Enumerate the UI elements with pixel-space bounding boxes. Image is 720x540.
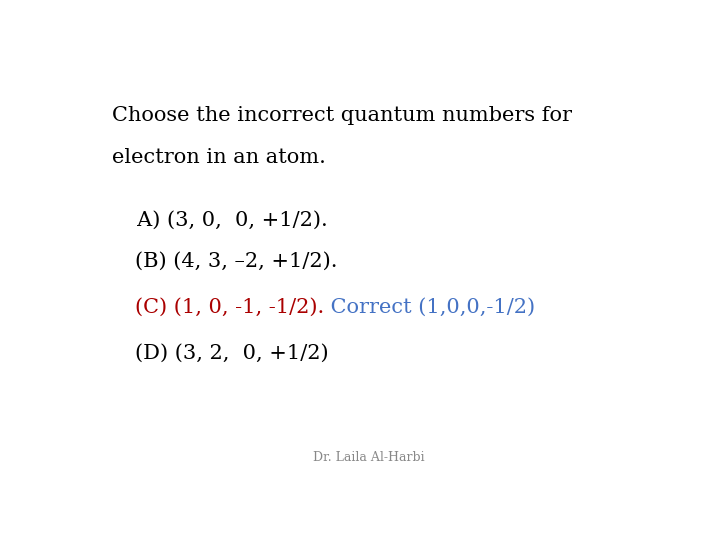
Text: electron in an atom.: electron in an atom. (112, 148, 326, 167)
Text: Dr. Laila Al-Harbi: Dr. Laila Al-Harbi (313, 451, 425, 464)
Text: Choose the incorrect quantum numbers for: Choose the incorrect quantum numbers for (112, 106, 572, 125)
Text: (D) (3, 2,  0, +1/2): (D) (3, 2, 0, +1/2) (135, 343, 328, 362)
Text: A) (3, 0,  0, +1/2).: A) (3, 0, 0, +1/2). (135, 210, 328, 230)
Text: Correct (1,0,0,-1/2): Correct (1,0,0,-1/2) (324, 298, 535, 316)
Text: (B) (4, 3, –2, +1/2).: (B) (4, 3, –2, +1/2). (135, 252, 337, 271)
Text: (C) (1, 0, -1, -1/2).: (C) (1, 0, -1, -1/2). (135, 298, 324, 316)
